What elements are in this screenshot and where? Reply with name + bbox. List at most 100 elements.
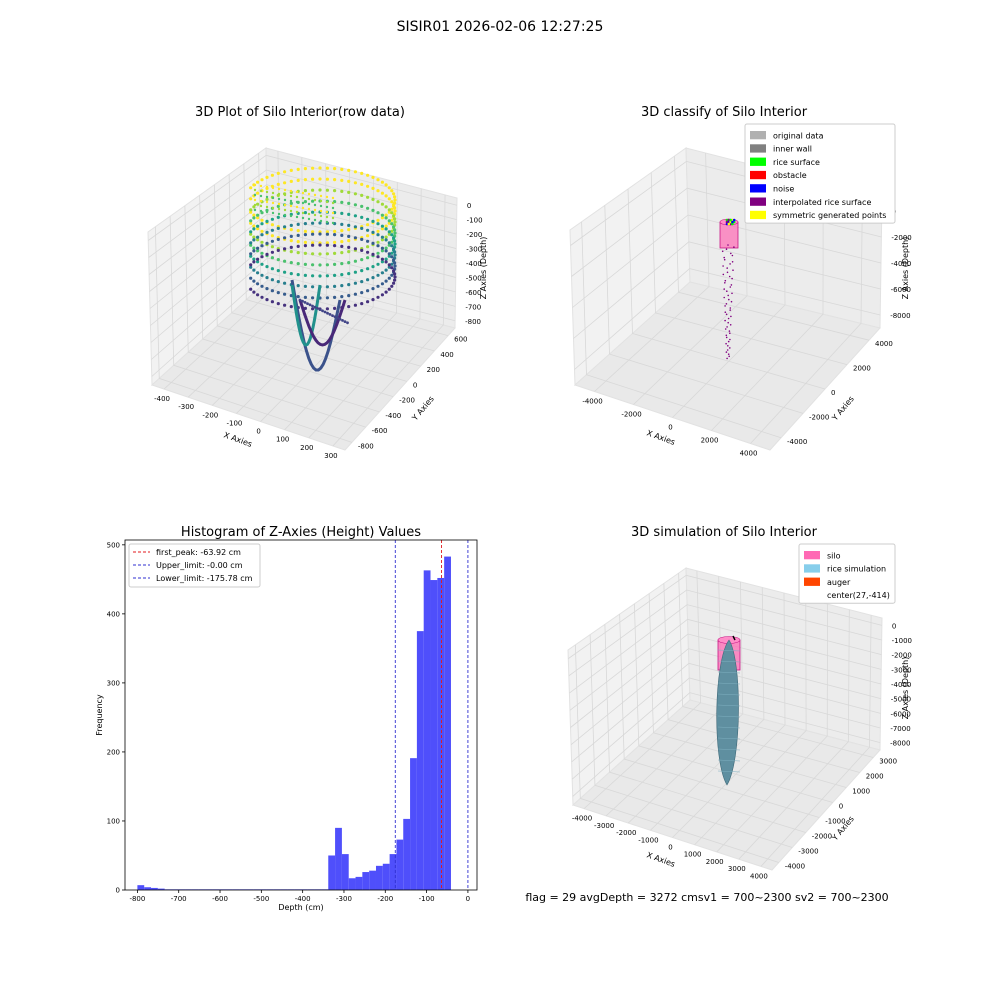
data-point xyxy=(393,206,397,210)
data-point xyxy=(256,191,260,195)
data-point xyxy=(390,211,394,215)
data-point xyxy=(393,217,397,221)
data-point xyxy=(340,251,344,255)
x-tick-label: -300 xyxy=(336,895,352,903)
data-point xyxy=(325,195,329,199)
data-point xyxy=(729,218,732,222)
data-point xyxy=(253,193,257,197)
data-point xyxy=(283,203,287,207)
data-point xyxy=(346,321,349,325)
histogram-bar xyxy=(151,887,158,890)
data-point xyxy=(347,305,351,309)
z-gridline xyxy=(568,574,882,659)
data-point xyxy=(311,274,315,278)
data-point xyxy=(276,182,280,186)
data-point xyxy=(307,192,311,196)
data-point xyxy=(387,252,391,256)
histogram-bar xyxy=(355,876,363,890)
data-point xyxy=(390,189,394,193)
legend-box xyxy=(798,543,896,604)
x-axis-label: Depth (cm) xyxy=(278,903,323,912)
data-point xyxy=(277,202,281,206)
data-point xyxy=(295,200,299,204)
histogram-bar xyxy=(341,854,349,890)
data-point xyxy=(353,170,357,174)
data-point xyxy=(313,218,317,222)
data-point xyxy=(249,243,253,247)
data-point xyxy=(380,213,384,217)
data-point xyxy=(303,295,307,299)
data-point xyxy=(340,244,344,248)
data-point xyxy=(384,216,388,220)
data-point xyxy=(340,229,344,233)
data-point xyxy=(376,178,380,182)
data-point xyxy=(256,202,260,206)
data-point xyxy=(336,316,339,320)
data-point xyxy=(392,203,396,207)
data-point xyxy=(289,239,293,243)
z-tick-label: -1000 xyxy=(892,637,912,645)
data-point xyxy=(276,258,280,262)
y-axis-label: Frequency xyxy=(95,694,104,736)
data-point xyxy=(376,262,380,266)
z-tick-label: -800 xyxy=(465,318,481,326)
data-point xyxy=(276,237,280,241)
data-point xyxy=(393,275,397,279)
data-point xyxy=(393,278,397,282)
data-point xyxy=(296,240,300,244)
data-point xyxy=(307,202,311,206)
data-point xyxy=(371,175,375,179)
legend-swatch xyxy=(750,170,766,180)
data-point xyxy=(319,204,323,208)
data-point xyxy=(387,186,391,190)
data-point xyxy=(392,281,396,285)
data-point xyxy=(331,314,334,317)
surface-mesh-line xyxy=(717,682,741,685)
x-gridline xyxy=(187,157,304,398)
legend-label: obstacle xyxy=(773,171,807,180)
data-point xyxy=(289,250,293,254)
surface-mesh-line xyxy=(717,660,741,663)
data-point xyxy=(371,298,375,302)
data-point xyxy=(249,208,253,212)
data-point xyxy=(296,295,300,299)
data-point xyxy=(289,194,293,198)
x-tick-label: -3000 xyxy=(594,822,614,830)
data-point xyxy=(347,190,351,194)
data-point xyxy=(276,302,280,306)
data-point xyxy=(311,232,315,236)
y-tick-label: -800 xyxy=(358,442,374,450)
data-point xyxy=(265,190,269,194)
data-point xyxy=(303,189,307,193)
data-point xyxy=(270,173,274,177)
x-tick-label: -300 xyxy=(178,403,194,411)
data-point xyxy=(387,232,391,236)
x-tick-label: -200 xyxy=(202,411,218,419)
y-tick-label: 0 xyxy=(831,389,835,397)
data-point xyxy=(732,269,734,272)
data-point xyxy=(347,228,351,232)
data-point xyxy=(333,189,337,193)
data-point xyxy=(360,248,364,252)
x-tick-label: -800 xyxy=(129,895,145,903)
data-point xyxy=(265,185,269,189)
surface-mesh-line xyxy=(717,737,741,740)
x-tick-label: -200 xyxy=(377,895,393,903)
x-tick-label: -100 xyxy=(226,419,242,427)
data-point xyxy=(340,211,344,215)
data-point xyxy=(727,220,731,224)
data-point xyxy=(366,195,370,199)
data-point xyxy=(253,203,257,207)
x-tick-label: 100 xyxy=(276,436,289,444)
data-point xyxy=(392,247,396,251)
data-point xyxy=(384,279,388,283)
data-point xyxy=(725,313,728,316)
data-point xyxy=(347,294,351,298)
data-point xyxy=(256,216,260,220)
data-point xyxy=(313,203,317,207)
data-point xyxy=(731,220,734,224)
data-point xyxy=(249,265,253,269)
data-point xyxy=(390,251,394,255)
legend-swatch xyxy=(750,184,766,193)
data-point xyxy=(393,253,397,257)
